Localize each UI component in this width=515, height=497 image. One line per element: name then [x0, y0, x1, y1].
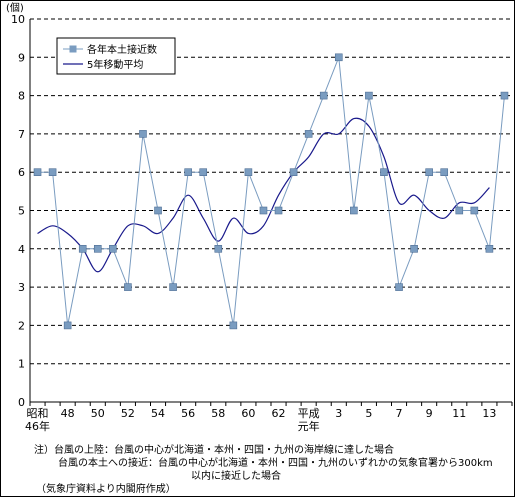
legend-label-annual: 各年本土接近数: [87, 43, 157, 56]
data-point-annual-count: [139, 130, 147, 138]
data-point-annual-count: [334, 53, 343, 62]
x-tick-label: 60: [241, 407, 255, 420]
data-point-annual-count: [425, 168, 433, 176]
x-tick-label: 5: [365, 407, 372, 420]
data-point-annual-count: [440, 168, 449, 176]
data-point-annual-count: [214, 245, 223, 253]
data-point-annual-count: [109, 245, 117, 253]
data-point-annual-count: [63, 321, 72, 330]
data-point-annual-count: [259, 206, 268, 215]
data-point-annual-count: [455, 206, 464, 215]
data-point-annual-count: [229, 321, 238, 330]
x-tick-label: 58: [211, 407, 225, 420]
data-point-annual-count: [169, 283, 177, 291]
data-point-annual-count: [304, 130, 313, 138]
y-tick-label-2: 2: [18, 319, 25, 332]
data-point-annual-count: [199, 168, 208, 176]
data-point-annual-count: [124, 283, 132, 291]
y-tick-label-4: 4: [18, 243, 25, 256]
data-point-annual-count: [184, 168, 192, 176]
y-axis-unit: (個): [6, 1, 24, 14]
y-tick-label-5: 5: [18, 205, 25, 218]
data-point-annual-count: [410, 245, 418, 253]
y-tick-label-0: 0: [18, 396, 25, 409]
data-point-annual-count: [93, 245, 102, 253]
y-tick-label-9: 9: [18, 51, 25, 64]
note-line-2: 台風の本土への接近：台風の中心が北海道・本州・四国・九州のいずれかの気象官署から…: [58, 458, 493, 469]
data-point-annual-count: [48, 168, 57, 176]
data-point-annual-count: [78, 245, 87, 253]
data-point-annual-count: [319, 91, 328, 100]
y-tick-label-1: 1: [18, 358, 25, 371]
series-annual-count-line: [37, 57, 505, 326]
legend-label-moving-average: 5年移動平均: [87, 58, 143, 71]
data-point-annual-count: [289, 168, 298, 176]
data-point-annual-count: [485, 245, 494, 253]
x-tick-label: 52: [121, 407, 135, 420]
legend-box: [56, 37, 176, 75]
y-tick-label-7: 7: [18, 128, 25, 141]
x-tick-label: 13: [482, 407, 496, 420]
data-point-annual-count: [274, 206, 283, 215]
data-point-annual-count: [350, 206, 358, 215]
data-point-annual-count: [470, 206, 479, 215]
data-point-annual-count: [244, 168, 253, 176]
x-tick-label: 62: [272, 407, 286, 420]
source-note: （気象庁資料より内閣府作成）: [36, 484, 176, 495]
data-point-annual-count: [395, 283, 403, 291]
x-tick-label: 平成: [298, 407, 320, 420]
x-tick-label: 3: [335, 407, 342, 420]
legend-marker-annual: [69, 45, 77, 53]
x-tick-label: 9: [426, 407, 433, 420]
x-tick-label: 昭和: [27, 407, 49, 420]
x-tick-label: 11: [452, 407, 466, 420]
y-tick-label-3: 3: [18, 281, 25, 294]
data-point-annual-count: [154, 206, 162, 215]
y-tick-label-10: 10: [11, 13, 25, 26]
x-tick-label: 7: [396, 407, 403, 420]
data-point-annual-count: [380, 168, 388, 176]
data-point-annual-count: [365, 91, 373, 100]
note-line-3: 以内に接近した場合: [191, 471, 281, 482]
x-tick-label: 元年: [298, 419, 320, 433]
x-tick-label: 56: [181, 407, 195, 420]
y-tick-label-8: 8: [18, 90, 25, 103]
note-line-1: 注）台風の上陸：台風の中心が北海道・本州・四国・九州の海岸線に達した場合: [34, 445, 394, 456]
data-point-annual-count: [33, 168, 42, 176]
x-tick-label: 54: [151, 407, 165, 420]
data-point-annual-count: [500, 91, 509, 100]
x-tick-label: 48: [61, 407, 75, 420]
y-tick-label-6: 6: [18, 166, 25, 179]
x-tick-label: 46年: [25, 419, 50, 433]
x-tick-label: 50: [91, 407, 105, 420]
